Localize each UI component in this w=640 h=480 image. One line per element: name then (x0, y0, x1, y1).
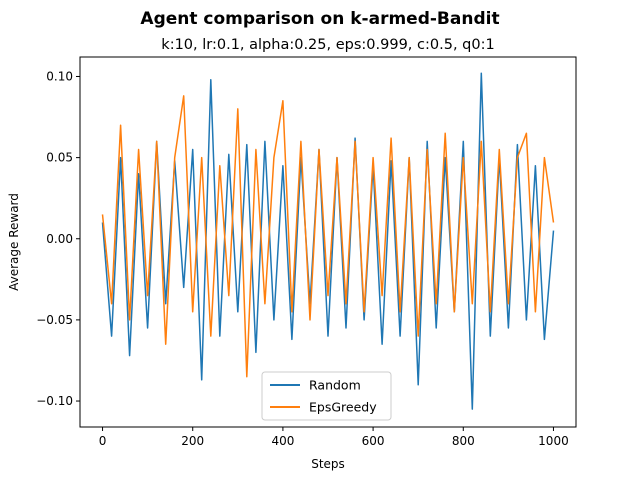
x-tick-label: 800 (452, 434, 475, 448)
x-axis-label: Steps (311, 457, 345, 471)
x-tick-label: 0 (99, 434, 107, 448)
y-tick-label: 0.05 (46, 151, 73, 165)
series-layer (101, 72, 555, 410)
axes-frame (79, 56, 577, 428)
y-axis: −0.10 −0.05 0.00 0.05 0.10 (36, 69, 80, 408)
chart-subtitle: k:10, lr:0.1, alpha:0.25, eps:0.999, c:0… (161, 37, 494, 53)
y-tick-label: 0.10 (46, 69, 73, 83)
legend: Random EpsGreedy (261, 371, 392, 421)
chart-title: Agent comparison on k-armed-Bandit (140, 9, 499, 29)
x-tick-label: 600 (362, 434, 385, 448)
y-tick-label: −0.05 (36, 313, 73, 327)
series-line-epsgreedy (101, 95, 555, 378)
legend-label-random: Random (309, 378, 361, 393)
x-tick-label: 200 (181, 434, 204, 448)
x-axis: 0 200 400 600 800 1000 (99, 427, 569, 448)
y-tick-label: −0.10 (36, 394, 73, 408)
y-axis-label: Average Reward (7, 193, 21, 291)
y-tick-label: 0.00 (46, 232, 73, 246)
legend-label-epsgreedy: EpsGreedy (309, 400, 377, 415)
x-tick-label: 1000 (538, 434, 569, 448)
x-tick-label: 400 (271, 434, 294, 448)
